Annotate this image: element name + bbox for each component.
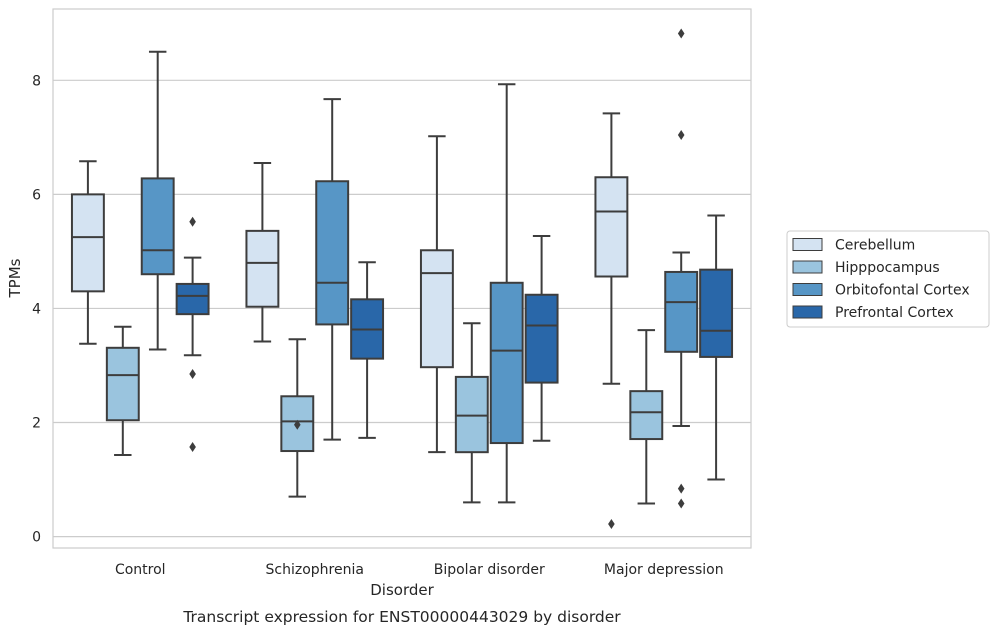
x-tick-label: Schizophrenia <box>266 562 364 578</box>
box-hipppocampus-0 <box>105 325 140 457</box>
box-iqr <box>699 268 734 358</box>
legend-swatch <box>792 260 823 274</box>
box-iqr <box>140 177 175 276</box>
outlier-point <box>677 483 685 494</box>
box-iqr <box>594 176 629 278</box>
box-iqr <box>70 193 105 293</box>
y-tick-label: 2 <box>32 416 41 432</box>
box-orbitofontal-cortex-3 <box>664 28 699 509</box>
box-prefrontal-cortex-3 <box>699 214 734 481</box>
y-axis-label: TPMs <box>6 258 24 298</box>
box-iqr <box>524 293 559 384</box>
box-iqr <box>175 282 210 316</box>
y-tick-label: 6 <box>32 187 41 203</box>
box-prefrontal-cortex-1 <box>350 261 385 439</box>
box-iqr <box>245 229 280 308</box>
y-tick-label: 8 <box>32 73 41 89</box>
box-cerebellum-3 <box>594 112 629 530</box>
box-layer <box>70 28 734 530</box>
x-tick-labels: Control Schizophrenia Bipolar disorder Majo… <box>115 562 724 578</box>
box-orbitofontal-cortex-2 <box>489 83 524 504</box>
box-iqr <box>105 346 140 422</box>
legend-swatch <box>792 238 823 251</box>
box-hipppocampus-2 <box>454 322 489 504</box>
outlier-point <box>677 498 685 509</box>
plot-frame <box>52 8 752 549</box>
outlier-point <box>189 442 196 453</box>
outlier-point <box>294 419 301 430</box>
box-cerebellum-2 <box>419 135 454 454</box>
box-cerebellum-1 <box>245 162 280 343</box>
box-iqr <box>419 249 454 369</box>
outlier-point <box>189 216 196 227</box>
legend-label: Orbitofontal Cortex <box>835 283 970 299</box>
outlier-point <box>677 28 685 39</box>
legend-swatch <box>792 283 823 296</box>
legend-label: Cerebellum <box>835 238 915 254</box>
x-axis-label: Disorder <box>370 581 434 599</box>
y-tick-labels: 0 2 4 6 8 <box>32 73 41 545</box>
outlier-point <box>677 130 685 141</box>
legend: Cerebellum Hipppocampus Orbitofontal Corte… <box>786 230 990 328</box>
box-prefrontal-cortex-2 <box>524 235 559 442</box>
outlier-point <box>608 519 615 530</box>
x-tick-label: Control <box>115 562 166 578</box>
box-iqr <box>629 390 664 441</box>
box-iqr <box>664 270 699 353</box>
box-orbitofontal-cortex-0 <box>140 50 175 351</box>
y-tick-label: 4 <box>32 301 41 317</box>
y-tick-label: 0 <box>32 530 41 546</box>
box-orbitofontal-cortex-1 <box>315 98 350 441</box>
box-iqr <box>454 375 489 454</box>
box-cerebellum-0 <box>70 160 105 345</box>
x-tick-label: Major depression <box>604 562 724 578</box>
box-iqr <box>315 180 350 326</box>
legend-label: Hipppocampus <box>835 260 940 276</box>
chart-title: Transcript expression for ENST0000044302… <box>182 608 621 626</box>
box-hipppocampus-1 <box>280 338 315 498</box>
legend-label: Prefrontal Cortex <box>835 305 954 321</box>
box-hipppocampus-3 <box>629 329 664 505</box>
x-tick-label: Bipolar disorder <box>434 562 545 578</box>
outlier-point <box>189 369 196 380</box>
legend-frame <box>786 230 990 328</box>
box-iqr <box>489 281 524 445</box>
box-prefrontal-cortex-0 <box>175 216 210 453</box>
legend-swatch <box>792 305 823 319</box>
